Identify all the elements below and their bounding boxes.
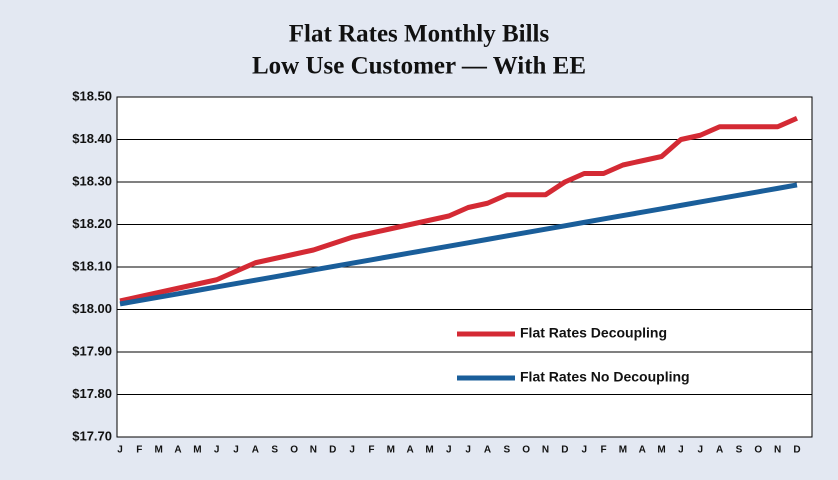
x-tick-label: J (465, 445, 471, 456)
series-line (119, 182, 798, 307)
chart-title: Flat Rates Monthly Bills (289, 21, 550, 48)
plot-frame (116, 96, 813, 438)
x-tick-label: J (214, 445, 220, 456)
y-tick-label: $17.90 (72, 343, 112, 358)
x-tick-label: D (561, 445, 568, 456)
x-tick-label: M (657, 445, 665, 456)
y-tick-label: $18.30 (72, 173, 112, 188)
y-tick-label: $17.80 (72, 386, 112, 401)
x-tick-label: M (193, 445, 201, 456)
legend-label: Flat Rates No Decoupling (520, 369, 690, 385)
y-tick-label: $18.00 (72, 301, 112, 316)
x-tick-label: D (329, 445, 336, 456)
x-tick-label: M (425, 445, 433, 456)
x-tick-label: S (736, 445, 743, 456)
legend-label: Flat Rates Decoupling (520, 325, 667, 341)
x-tick-label: S (504, 445, 511, 456)
y-tick-label: $18.50 (72, 88, 112, 103)
x-tick-label: A (716, 445, 723, 456)
x-tick-label: J (233, 445, 239, 456)
y-tick-label: $17.70 (72, 428, 112, 443)
x-tick-label: M (387, 445, 395, 456)
x-tick-label: F (368, 445, 374, 456)
x-tick-label: D (793, 445, 800, 456)
x-tick-label: M (155, 445, 163, 456)
x-tick-label: O (754, 445, 762, 456)
x-tick-label: J (581, 445, 587, 456)
x-tick-label: O (522, 445, 530, 456)
x-tick-label: N (542, 445, 549, 456)
chart-title: Low Use Customer — With EE (252, 53, 586, 80)
x-tick-label: A (407, 445, 414, 456)
x-tick-label: A (174, 445, 181, 456)
x-tick-label: J (349, 445, 355, 456)
x-tick-label: S (271, 445, 278, 456)
y-tick-label: $18.40 (72, 131, 112, 146)
x-tick-label: O (290, 445, 298, 456)
x-tick-label: M (619, 445, 627, 456)
x-tick-label: A (484, 445, 491, 456)
series-line (119, 115, 799, 304)
x-tick-label: N (774, 445, 781, 456)
y-tick-label: $18.10 (72, 258, 112, 273)
x-tick-label: F (601, 445, 607, 456)
y-tick-label: $18.20 (72, 216, 112, 231)
x-tick-label: J (698, 445, 704, 456)
x-tick-label: A (639, 445, 646, 456)
x-tick-label: J (678, 445, 684, 456)
x-tick-label: N (310, 445, 317, 456)
x-tick-label: F (136, 445, 142, 456)
x-tick-label: J (117, 445, 123, 456)
x-tick-label: A (252, 445, 259, 456)
x-tick-label: J (446, 445, 452, 456)
